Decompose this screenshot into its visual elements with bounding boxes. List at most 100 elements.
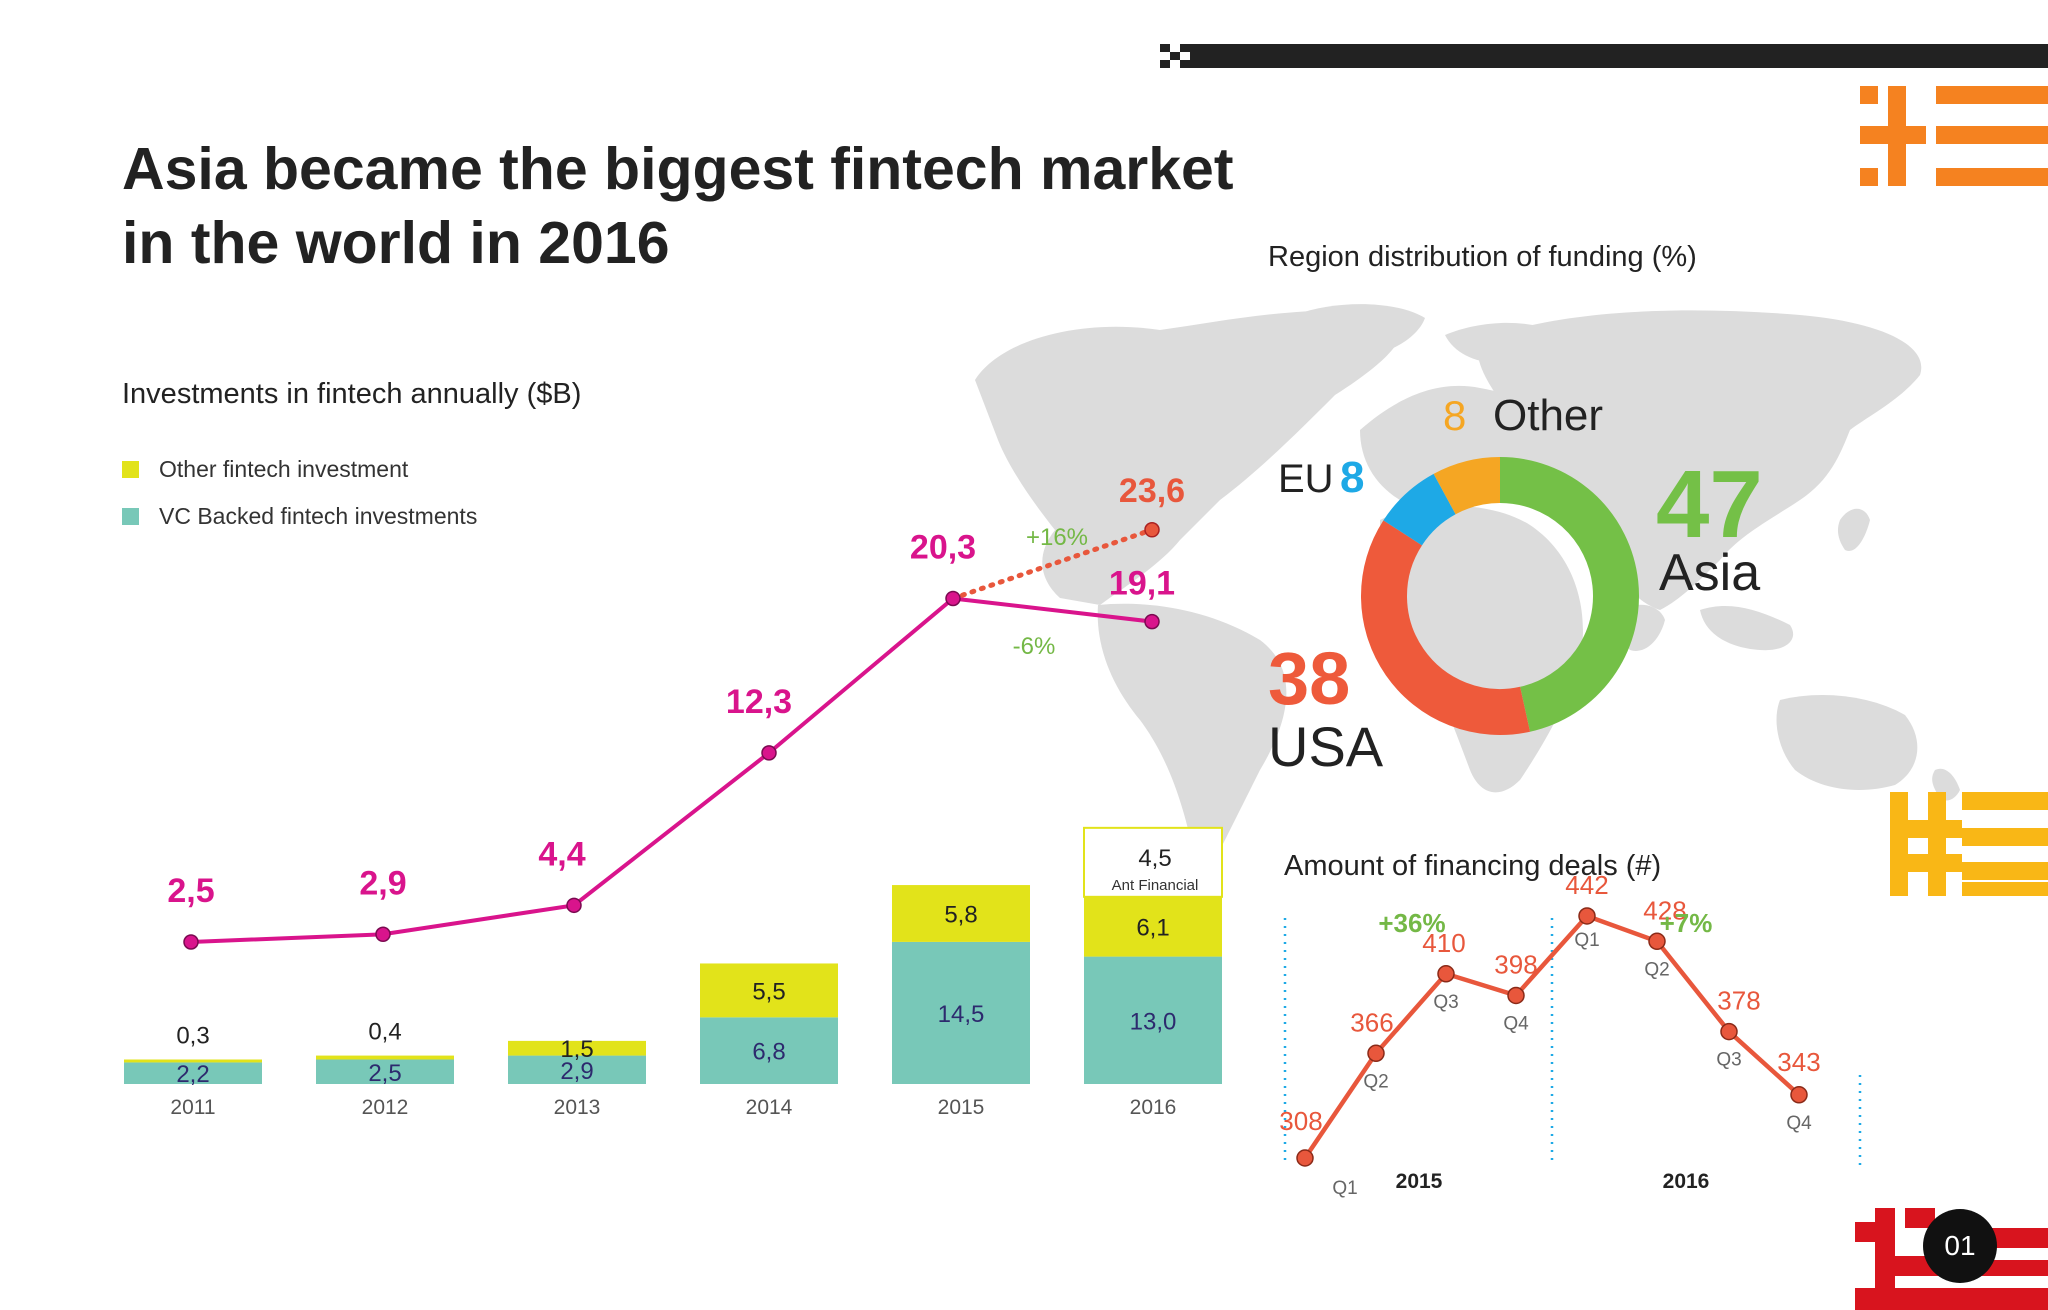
deals-point-2016-q1 <box>1578 907 1596 925</box>
deals-quarter-2016-q3: Q3 <box>1716 1050 1741 1071</box>
deals-point-2016-q4 <box>1790 1086 1808 1104</box>
deals-chart-title: Amount of financing deals (#) <box>1284 850 1662 882</box>
totals-label-2012: 2,9 <box>359 864 406 902</box>
deals-value-2016-q1: 442 <box>1565 870 1608 900</box>
projection-point <box>1144 522 1160 538</box>
bar-other-2011 <box>124 1059 262 1063</box>
region-chart-title: Region distribution of funding (%) <box>1268 241 1697 273</box>
bar-label-vc-2016: 13,0 <box>1130 1008 1177 1035</box>
page-title-line-2: in the world in 2016 <box>122 210 670 276</box>
deals-point-2016-q3 <box>1720 1022 1738 1041</box>
deals-value-2015-q4: 398 <box>1494 949 1537 979</box>
totals-line <box>190 596 1153 944</box>
x-tick-2014: 2014 <box>746 1096 793 1119</box>
totals-point-2015 <box>945 590 961 607</box>
x-tick-2016: 2016 <box>1130 1096 1177 1119</box>
deals-value-2015-q2: 366 <box>1350 1007 1393 1037</box>
deals-quarter-2015-q3: Q3 <box>1433 992 1458 1013</box>
deals-quarter-2015-q1: Q1 <box>1332 1178 1357 1199</box>
bar-label-vc-2014: 6,8 <box>752 1039 785 1066</box>
x-tick-2012: 2012 <box>362 1096 409 1119</box>
totals-label-2015: 20,3 <box>910 528 976 566</box>
legend-item-vc: VC Backed fintech investments <box>122 503 477 530</box>
bar-other-2015 <box>892 885 1030 942</box>
x-tick-2015: 2015 <box>938 1096 985 1119</box>
deals-value-2016-q4: 343 <box>1777 1047 1820 1077</box>
bar-other-2013 <box>508 1040 646 1056</box>
deals-value-2015-q1: 308 <box>1279 1106 1322 1136</box>
change-label-up: +16% <box>1026 524 1088 551</box>
donut-name-eu: EU <box>1278 457 1334 501</box>
deals-point-2015-q4 <box>1507 986 1525 1005</box>
totals-point-2016 <box>1144 613 1160 630</box>
decoration-bar <box>1160 44 2048 68</box>
investments-chart-title: Investments in fintech annually ($B) <box>122 378 582 410</box>
donut-value-usa: 38 <box>1268 637 1350 720</box>
deals-quarter-2016-q4: Q4 <box>1786 1113 1812 1134</box>
totals-label-2014: 12,3 <box>726 683 792 721</box>
totals-point-2011 <box>183 934 199 950</box>
bar-vc-2014 <box>700 1017 838 1084</box>
bar-vc-2015 <box>892 941 1030 1084</box>
bar-label-other-2016: 6,1 <box>1136 915 1169 942</box>
deals-year-2015: 2015 <box>1396 1170 1443 1193</box>
investments-chart: 2,20,320112,50,420122,91,520136,85,52014… <box>124 472 1223 1119</box>
bar-vc-2011 <box>124 1062 262 1084</box>
bar-vc-2016 <box>1084 956 1222 1084</box>
bar-other-2016 <box>1084 896 1222 957</box>
bar-vc-2012 <box>316 1059 454 1084</box>
donut-slice-asia <box>1499 457 1639 732</box>
deals-point-2015-q2 <box>1367 1044 1385 1063</box>
decoration-orange-pattern <box>1860 86 2048 186</box>
legend-swatch-other <box>122 461 139 478</box>
page-number-badge: 01 <box>1923 1209 1997 1283</box>
totals-label-2011: 2,5 <box>167 872 214 910</box>
x-tick-2011: 2011 <box>170 1096 215 1119</box>
bar-label-vc-2012: 2,5 <box>368 1060 401 1087</box>
projection-label: 23,6 <box>1119 472 1185 510</box>
deals-chart: 308 Q1 366 Q2 410 Q3 398 Q4 442 Q1 428 Q2 378 Q3 343 Q4… <box>1279 870 1862 1199</box>
deals-point-2016-q2 <box>1648 932 1666 951</box>
deals-value-2016-q2: 428 <box>1643 895 1686 925</box>
page-title: Asia became the biggest fintech market i… <box>122 132 1302 280</box>
deals-quarter-2016-q1: Q1 <box>1574 930 1599 951</box>
deals-value-2015-q3: 410 <box>1422 928 1465 958</box>
donut-value-eu: 8 <box>1340 453 1364 502</box>
deals-value-2016-q3: 378 <box>1717 986 1760 1016</box>
donut-slice-usa <box>1361 520 1531 735</box>
bar-label-other-2011: 0,3 <box>176 1023 209 1050</box>
bar-label-other-2013: 1,5 <box>560 1036 593 1063</box>
bar-label-vc-2015: 14,5 <box>938 1001 985 1028</box>
legend-item-other: Other fintech investment <box>122 456 477 483</box>
bar-label-other-2012: 0,4 <box>368 1019 401 1046</box>
bar-ant-financial <box>1083 826 1223 898</box>
totals-point-2013 <box>566 897 582 914</box>
deals-quarter-2015-q4: Q4 <box>1503 1013 1529 1034</box>
deals-quarter-2015-q2: Q2 <box>1363 1071 1388 1092</box>
donut-value-asia: 47 <box>1656 451 1763 558</box>
donut-name-asia: Asia <box>1659 544 1760 602</box>
legend-label-other: Other fintech investment <box>159 456 409 482</box>
bar-label-vc-2013: 2,9 <box>560 1058 593 1085</box>
deals-point-2015-q3 <box>1437 965 1455 983</box>
totals-point-2014 <box>761 745 777 761</box>
donut-value-other: 8 <box>1443 392 1466 439</box>
deals-year-2016: 2016 <box>1663 1170 1710 1193</box>
donut-slice-other <box>1433 457 1501 515</box>
deals-growth-2016: +7% <box>1660 908 1713 938</box>
deals-point-2015-q1 <box>1296 1149 1314 1167</box>
deals-line <box>1303 913 1801 1160</box>
bar-other-2012 <box>316 1055 454 1060</box>
totals-label-2016: 19,1 <box>1109 565 1175 603</box>
bar-label-other-2015: 5,8 <box>944 901 977 928</box>
decoration-yellow-pattern <box>1890 792 2048 896</box>
bar-label-ant-financial-name: Ant Financial <box>1112 877 1199 894</box>
deals-growth-2015: +36% <box>1378 908 1445 938</box>
change-label-down: -6% <box>1013 633 1056 660</box>
bar-vc-2013 <box>508 1055 646 1084</box>
legend-label-vc: VC Backed fintech investments <box>159 503 478 529</box>
x-tick-2013: 2013 <box>554 1096 601 1119</box>
legend-swatch-vc <box>122 508 139 525</box>
